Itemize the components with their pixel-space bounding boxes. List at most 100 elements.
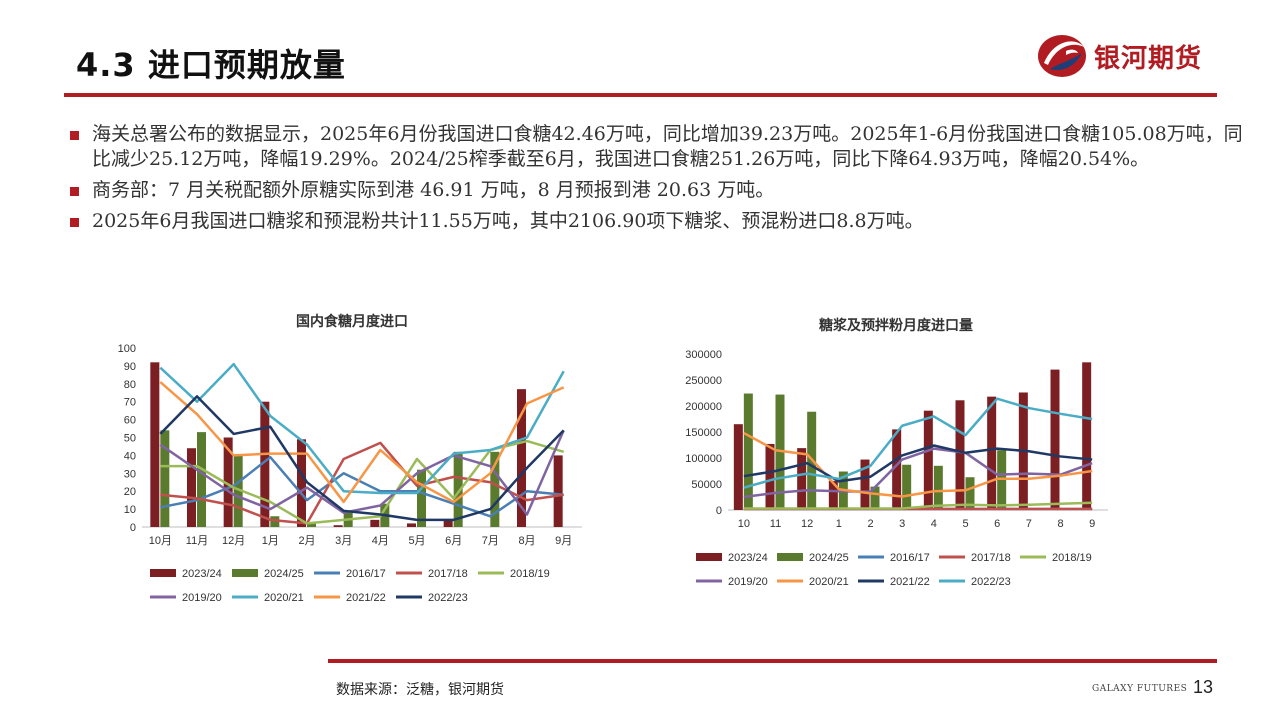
series-line: [743, 501, 1093, 510]
company-logo: 银河期货: [1036, 33, 1226, 81]
x-tick-label: 7月: [482, 535, 499, 547]
bar: [370, 519, 380, 527]
legend-swatch: [150, 569, 176, 577]
bar: [797, 448, 807, 510]
sugar-import-chart: 国内食糖月度进口 0 10 20 30 40 50 60 70 80 90 100 10月 11月 12月 1…: [118, 313, 582, 604]
y-tick-label: 10: [124, 504, 136, 516]
x-tick-label: 5月: [408, 535, 425, 547]
x-tick-label: 2: [867, 518, 873, 530]
bar: [870, 486, 880, 510]
legend-label: 2019/20: [182, 592, 222, 604]
bar: [553, 455, 563, 527]
x-tick-label: 12: [801, 518, 813, 530]
legend-swatch: [777, 553, 803, 561]
syrup-import-chart: 糖浆及预拌粉月度进口量 0 50000 100000 150000 200000 25000…: [685, 317, 1108, 588]
bar: [260, 401, 270, 527]
data-source: 数据来源：泛糖，银河期货: [336, 682, 504, 698]
bar: [775, 394, 785, 510]
bar: [987, 396, 997, 510]
x-tick-label: 10: [738, 518, 750, 530]
x-tick-label: 3: [899, 518, 905, 530]
bar: [1050, 369, 1060, 510]
bullet-text: 2025年6月我国进口糖浆和预混粉共计11.55万吨，其中2106.90项下糖浆…: [92, 210, 924, 232]
bar: [517, 389, 526, 527]
legend-label: 2017/18: [971, 552, 1011, 564]
legend-label: 2023/24: [728, 552, 768, 564]
legend-swatch: [232, 569, 258, 577]
bar: [997, 450, 1007, 510]
x-tick-label: 4月: [372, 535, 389, 547]
bar: [307, 523, 316, 527]
bar: [417, 469, 426, 527]
bar: [160, 430, 170, 527]
x-tick-label: 8月: [518, 535, 535, 547]
bar: [902, 464, 912, 510]
bullet-square-icon: [70, 218, 79, 227]
bar: [270, 516, 280, 527]
y-tick-label: 90: [124, 361, 136, 373]
x-tick-label: 10月: [149, 535, 172, 547]
x-tick-label: 6月: [445, 535, 462, 547]
page-number: 13: [1193, 677, 1214, 697]
galaxy-logo-icon: [1038, 35, 1086, 77]
page-title: 4.3 进口预期放量: [76, 46, 346, 84]
legend-label: 2019/20: [728, 576, 768, 588]
legend-label: 2022/23: [971, 576, 1011, 588]
legend-label: 2016/17: [890, 552, 930, 564]
y-tick-label: 40: [124, 450, 136, 462]
x-tick-label: 1: [836, 518, 842, 530]
series-line: [159, 429, 565, 516]
footer-divider: [328, 659, 1217, 663]
legend-label: 2020/21: [264, 592, 304, 604]
bullet-text: 商务部：7 月关税配额外原糖实际到港 46.91 万吨，8 月预报到港 20.6…: [92, 179, 775, 201]
bar: [933, 465, 943, 510]
bar: [733, 424, 743, 510]
bullet-item: 海关总署公布的数据显示，2025年6月份我国进口食糖42.46万吨，同比增加39…: [70, 122, 1250, 172]
bar: [965, 477, 975, 510]
series-line: [160, 455, 564, 518]
bar: [490, 451, 500, 527]
x-tick-label: 9: [1089, 518, 1095, 530]
y-tick-label: 50: [124, 433, 136, 445]
y-tick-label: 200000: [685, 401, 722, 413]
x-tick-label: 12月: [222, 535, 245, 547]
legend-label: 2021/22: [346, 592, 386, 604]
x-tick-label: 11: [770, 518, 781, 530]
footer-brand: GALAXY FUTURES: [1092, 684, 1188, 694]
legend-label: 2023/24: [182, 568, 222, 580]
bar: [453, 451, 463, 527]
bar: [828, 480, 838, 510]
legend-label: 2020/21: [809, 576, 849, 588]
legend-label: 2022/23: [428, 592, 468, 604]
series-line: [743, 431, 1093, 498]
y-tick-label: 50000: [691, 479, 722, 491]
x-tick-label: 2月: [298, 535, 315, 547]
logo-text: 银河期货: [1094, 44, 1203, 74]
legend-label: 2024/25: [264, 568, 304, 580]
x-tick-label: 6: [994, 518, 1000, 530]
x-tick-label: 4: [931, 518, 937, 530]
legend-label: 2021/22: [890, 576, 930, 588]
bar: [443, 519, 453, 527]
bar: [223, 437, 233, 527]
legend-label: 2018/19: [1052, 552, 1092, 564]
y-tick-label: 250000: [685, 375, 722, 387]
bar: [860, 459, 870, 510]
bar: [233, 455, 243, 527]
bar: [150, 362, 160, 527]
y-tick-label: 0: [130, 522, 136, 534]
y-tick-label: 30: [124, 468, 136, 480]
bar: [765, 443, 775, 510]
bullet-item: 商务部：7 月关税配额外原糖实际到港 46.91 万吨，8 月预报到港 20.6…: [70, 178, 1250, 203]
bar: [187, 448, 196, 527]
bar: [297, 439, 306, 527]
bar: [955, 400, 965, 510]
bar: [892, 429, 902, 510]
x-tick-label: 8: [1057, 518, 1063, 530]
series-line: [743, 444, 1093, 483]
bullet-item: 2025年6月我国进口糖浆和预混粉共计11.55万吨，其中2106.90项下糖浆…: [70, 209, 1250, 234]
y-tick-label: 20: [124, 486, 136, 498]
bullet-square-icon: [70, 131, 79, 140]
bar: [743, 393, 753, 510]
bullet-list: 海关总署公布的数据显示，2025年6月份我国进口食糖42.46万吨，同比增加39…: [70, 122, 1250, 240]
